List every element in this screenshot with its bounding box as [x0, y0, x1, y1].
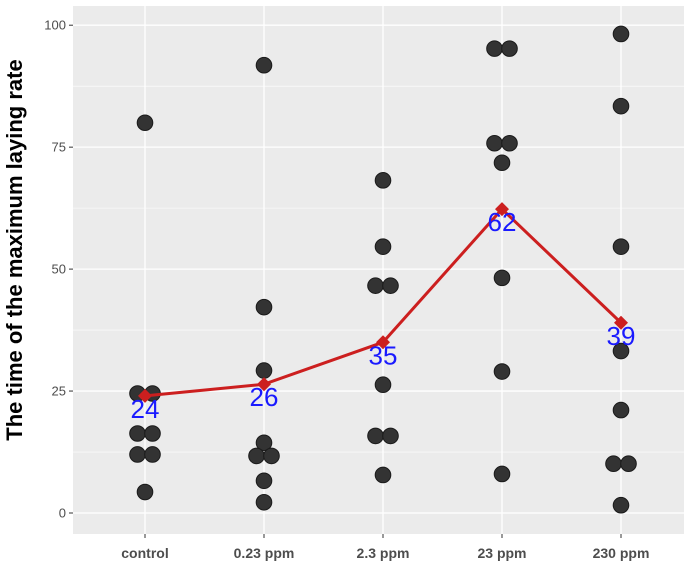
data-point: [374, 238, 392, 255]
y-tick-label: 0: [59, 506, 66, 521]
data-point: [255, 434, 273, 452]
data-point: [501, 40, 518, 57]
data-point: [255, 56, 273, 74]
x-tick-label: 23 ppm: [477, 545, 526, 561]
data-point: [486, 40, 503, 57]
data-point: [255, 472, 273, 490]
mean-value-label: 24: [131, 394, 160, 424]
mean-series: 24 26 35 62 39: [131, 202, 636, 424]
y-tick-label: 25: [52, 384, 66, 399]
data-point: [136, 114, 154, 132]
data-point: [374, 376, 392, 394]
data-point: [374, 172, 392, 189]
y-axis-title: The time of the maximum laying rate: [2, 59, 27, 440]
data-point: [144, 425, 161, 442]
data-point: [493, 154, 511, 172]
data-point: [136, 483, 154, 501]
data-point: [129, 446, 146, 463]
data-point: [501, 134, 518, 152]
data-point: [612, 496, 630, 514]
mean-marker: [257, 377, 271, 392]
data-point: [255, 493, 273, 511]
data-point: [612, 97, 630, 115]
data-point: [382, 277, 399, 294]
y-tick-label: 75: [52, 140, 66, 155]
plot-panel: [73, 6, 684, 534]
y-tick-label: 50: [52, 262, 66, 277]
data-point: [374, 466, 392, 484]
x-tick-label: 2.3 ppm: [357, 545, 410, 561]
data-point: [367, 277, 384, 294]
data-point: [612, 401, 630, 419]
x-tick-label: 230 ppm: [593, 545, 650, 561]
data-points: [129, 25, 637, 514]
y-tick-label: 100: [44, 18, 66, 33]
mean-marker: [614, 315, 628, 330]
data-point: [493, 269, 511, 287]
data-point: [620, 455, 637, 473]
mean-value-label: 35: [369, 340, 398, 370]
data-point: [605, 455, 622, 473]
mean-marker: [376, 335, 390, 350]
x-tick-label: control: [121, 545, 168, 561]
data-point: [612, 342, 630, 360]
data-point: [493, 363, 511, 380]
data-point: [129, 425, 146, 442]
mean-marker: [138, 388, 152, 403]
data-point: [263, 447, 280, 465]
data-point: [255, 298, 273, 316]
data-point: [382, 427, 399, 445]
data-point: [612, 238, 630, 255]
x-tick-label: 0.23 ppm: [234, 545, 295, 561]
mean-value-label: 62: [488, 207, 517, 237]
mean-value-label: 39: [607, 321, 636, 351]
mean-value-label: 26: [250, 382, 279, 412]
data-point: [493, 465, 511, 483]
data-point: [367, 427, 384, 445]
data-point: [248, 447, 265, 465]
y-axis: 0 25 50 75 100: [44, 18, 73, 521]
mean-marker: [495, 202, 509, 217]
data-point: [144, 446, 161, 463]
data-point: [486, 134, 503, 152]
data-point: [255, 362, 273, 379]
data-point: [612, 25, 630, 43]
x-axis: control 0.23 ppm 2.3 ppm 23 ppm 230 ppm: [121, 534, 649, 561]
